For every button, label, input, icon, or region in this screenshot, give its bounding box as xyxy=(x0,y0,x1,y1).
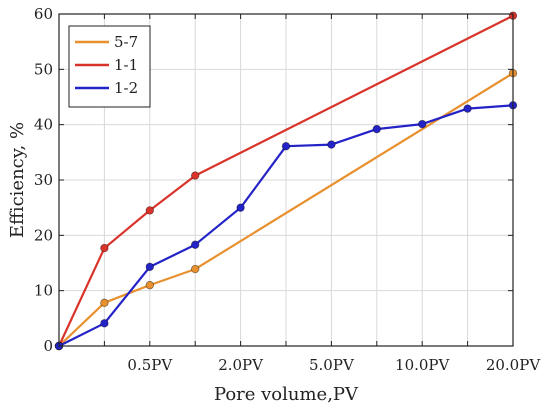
data-point xyxy=(463,104,472,113)
y-tick-label: 30 xyxy=(34,171,53,189)
data-point xyxy=(418,119,427,129)
x-tick-label: 2.0PV xyxy=(218,356,264,374)
series-1-1 xyxy=(54,11,518,351)
legend-label: 1-2 xyxy=(114,79,138,97)
legend: 5-7 1-1 1-2 xyxy=(68,25,151,108)
series-layer xyxy=(54,11,518,351)
data-point xyxy=(372,124,381,134)
y-tick-label: 10 xyxy=(34,282,53,300)
data-point xyxy=(190,264,200,274)
data-point xyxy=(327,140,336,149)
data-point xyxy=(100,243,109,253)
data-point xyxy=(100,319,109,328)
y-tick-label: 60 xyxy=(34,5,53,23)
x-tick-label: 0.5PV xyxy=(127,356,173,374)
data-point xyxy=(236,203,245,212)
x-axis-label: Pore volume,PV xyxy=(214,384,359,405)
legend-label: 1-1 xyxy=(114,56,138,74)
data-point xyxy=(145,280,154,290)
data-point xyxy=(281,142,291,151)
y-tick-label: 50 xyxy=(34,60,53,78)
data-point xyxy=(190,171,200,180)
legend-label: 5-7 xyxy=(114,33,138,51)
x-tick-label: 20.0PV xyxy=(486,356,541,374)
y-axis-label: Efficiency, % xyxy=(7,122,28,238)
x-tick-label: 10.0PV xyxy=(395,356,450,374)
legend-box xyxy=(68,25,151,108)
y-tick-label: 20 xyxy=(34,226,53,244)
y-tick-label: 40 xyxy=(34,116,53,134)
y-tick-label: 0 xyxy=(43,337,53,355)
data-point xyxy=(100,298,109,308)
x-tick-label: 5.0PV xyxy=(309,356,355,374)
data-point xyxy=(190,240,200,249)
ticks: 0 10 20 30 40 50 60 0.5PV 2.0PV 5.0PV 10.0PV 20.0PV xyxy=(34,5,541,374)
data-point xyxy=(145,206,154,215)
data-point xyxy=(145,262,154,272)
